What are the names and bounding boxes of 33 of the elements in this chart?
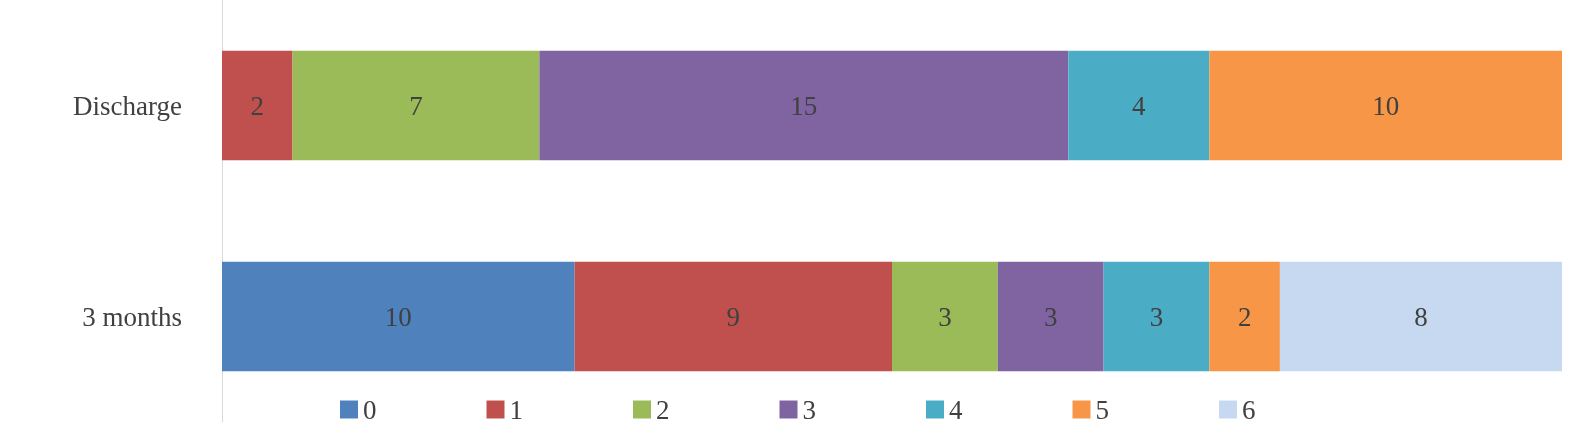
bar — [292, 50, 540, 161]
data-label: 2 — [250, 90, 265, 121]
legend-label: 1 — [509, 394, 523, 425]
bar — [997, 261, 1104, 372]
bar — [1209, 261, 1280, 372]
bar — [1068, 50, 1210, 161]
bar — [1209, 50, 1562, 161]
bar — [222, 50, 293, 161]
bar — [1279, 261, 1562, 372]
legend-label: 4 — [949, 394, 963, 425]
legend-label: 5 — [1095, 394, 1109, 425]
data-label: 3 — [1149, 301, 1164, 332]
data-label: 10 — [384, 301, 412, 332]
legend-label: 0 — [363, 394, 377, 425]
data-label: 7 — [409, 90, 423, 121]
data-label: 10 — [1372, 90, 1400, 121]
data-label: 3 — [1043, 301, 1058, 332]
data-label: 4 — [1132, 90, 1147, 121]
y-tick-label: 3 months — [82, 301, 182, 332]
bar — [1103, 261, 1210, 372]
bar — [574, 261, 892, 372]
data-label: 2 — [1237, 301, 1252, 332]
bar — [222, 261, 575, 372]
legend-label: 3 — [802, 394, 816, 425]
data-label: 15 — [790, 90, 818, 121]
bar — [892, 261, 998, 372]
legend-label: 6 — [1242, 394, 1256, 425]
legend-label: 2 — [656, 394, 670, 425]
data-label: 3 — [938, 301, 952, 332]
bar — [539, 50, 1069, 161]
data-label: 9 — [726, 301, 741, 332]
y-tick-label: Discharge — [73, 90, 183, 121]
data-label: 8 — [1414, 301, 1428, 332]
